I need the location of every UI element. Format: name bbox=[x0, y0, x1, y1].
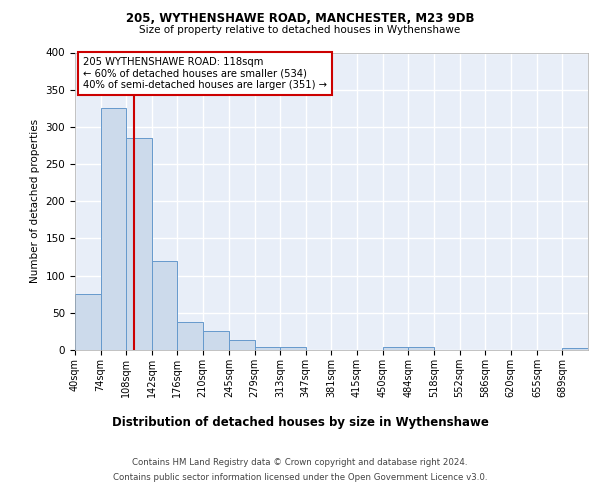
Bar bbox=[101, 108, 126, 350]
Bar bbox=[254, 347, 280, 350]
Bar bbox=[203, 332, 229, 350]
Text: Size of property relative to detached houses in Wythenshawe: Size of property relative to detached ho… bbox=[139, 25, 461, 35]
Bar bbox=[562, 348, 588, 350]
Text: 205 WYTHENSHAWE ROAD: 118sqm
← 60% of detached houses are smaller (534)
40% of s: 205 WYTHENSHAWE ROAD: 118sqm ← 60% of de… bbox=[83, 57, 326, 90]
Text: Contains public sector information licensed under the Open Government Licence v3: Contains public sector information licen… bbox=[113, 473, 487, 482]
Bar bbox=[177, 322, 203, 350]
Bar bbox=[280, 347, 305, 350]
Bar bbox=[229, 340, 254, 350]
Text: Contains HM Land Registry data © Crown copyright and database right 2024.: Contains HM Land Registry data © Crown c… bbox=[132, 458, 468, 467]
Text: Distribution of detached houses by size in Wythenshawe: Distribution of detached houses by size … bbox=[112, 416, 488, 429]
Bar bbox=[383, 347, 409, 350]
Bar bbox=[409, 347, 434, 350]
Bar bbox=[126, 138, 152, 350]
Text: 205, WYTHENSHAWE ROAD, MANCHESTER, M23 9DB: 205, WYTHENSHAWE ROAD, MANCHESTER, M23 9… bbox=[126, 12, 474, 26]
Bar bbox=[152, 261, 177, 350]
Y-axis label: Number of detached properties: Number of detached properties bbox=[30, 119, 40, 284]
Bar bbox=[75, 294, 101, 350]
